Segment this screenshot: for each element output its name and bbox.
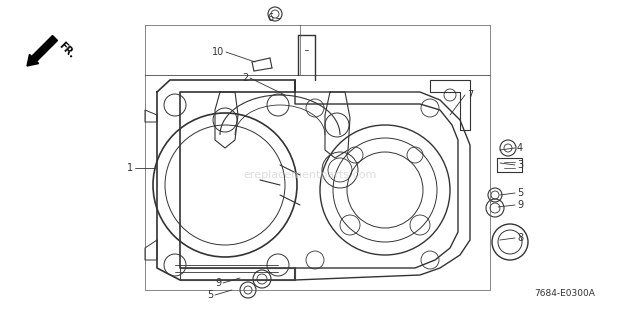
Text: 10: 10: [212, 47, 224, 57]
Text: 3: 3: [517, 160, 523, 170]
Text: 1: 1: [127, 163, 133, 173]
Text: 9: 9: [215, 278, 221, 288]
Text: 5: 5: [517, 188, 523, 198]
Text: 7: 7: [467, 90, 473, 100]
Text: 2: 2: [242, 73, 248, 83]
Text: 9: 9: [517, 200, 523, 210]
FancyArrow shape: [27, 36, 58, 66]
Text: FR.: FR.: [57, 40, 77, 60]
Text: 5: 5: [207, 290, 213, 300]
Text: 7684-E0300A: 7684-E0300A: [534, 289, 595, 298]
Text: 6: 6: [267, 13, 273, 23]
Text: 8: 8: [517, 233, 523, 243]
Text: 4: 4: [517, 143, 523, 153]
Text: ereplacementparts.com: ereplacementparts.com: [243, 170, 377, 180]
